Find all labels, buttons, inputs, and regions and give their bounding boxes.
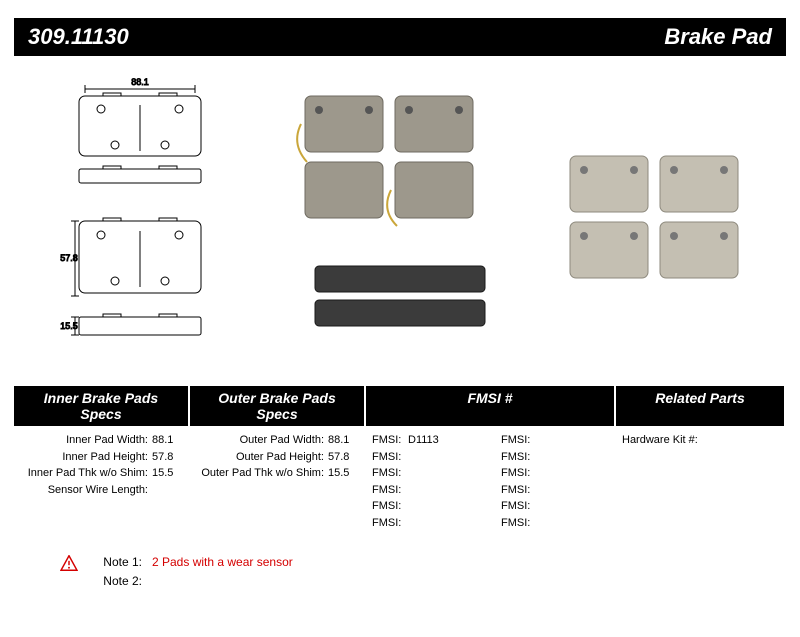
fmsi-label: FMSI: — [501, 449, 537, 466]
note1-text: 2 Pads with a wear sensor — [152, 553, 293, 572]
pad-photo-icon — [285, 76, 515, 366]
header-bar: 309.11130 Brake Pad — [14, 18, 786, 56]
spec-label: Outer Pad Height: — [196, 449, 328, 466]
pad-schematic-icon: 88.1 57.8 15.5 — [45, 71, 235, 371]
spec-label: Sensor Wire Length: — [20, 482, 152, 499]
page-title: Brake Pad — [664, 24, 772, 50]
fmsi-label: FMSI: — [501, 498, 537, 515]
fmsi-label: FMSI: — [372, 465, 408, 482]
spec-label: Outer Pad Thk w/o Shim: — [196, 465, 328, 482]
spec-label: Outer Pad Width: — [196, 432, 328, 449]
note2-label: Note 2: — [92, 572, 142, 591]
header-related: Related Parts — [616, 386, 784, 426]
part-number: 309.11130 — [28, 24, 129, 50]
warning-icon — [60, 555, 78, 571]
diagram-area: 88.1 57.8 15.5 — [0, 56, 800, 386]
fmsi-label: FMSI: — [372, 432, 408, 449]
spec-header-row: Inner Brake Pads Specs Outer Brake Pads … — [14, 386, 786, 426]
spec-value: 57.8 — [152, 449, 184, 466]
spec-value: 15.5 — [328, 465, 360, 482]
spec-value — [152, 482, 184, 499]
header-inner-specs: Inner Brake Pads Specs — [14, 386, 190, 426]
spec-value: 15.5 — [152, 465, 184, 482]
fmsi-label: FMSI: — [501, 482, 537, 499]
fmsi-list: FMSI:D1113 FMSI: FMSI: FMSI: FMSI: FMSI:… — [366, 430, 616, 533]
outer-specs: Outer Pad Width:88.1 Outer Pad Height:57… — [190, 430, 366, 533]
spec-value: 88.1 — [328, 432, 360, 449]
technical-drawing: 88.1 57.8 15.5 — [20, 66, 260, 376]
header-outer-specs: Outer Brake Pads Specs — [190, 386, 366, 426]
fmsi-label: FMSI: — [372, 482, 408, 499]
spec-value: 88.1 — [152, 432, 184, 449]
fmsi-label: FMSI: — [372, 449, 408, 466]
spec-value: 57.8 — [328, 449, 360, 466]
notes-section: Note 1: 2 Pads with a wear sensor Note 2… — [60, 553, 786, 591]
fmsi-label: FMSI: — [372, 498, 408, 515]
header-fmsi: FMSI # — [366, 386, 616, 426]
fmsi-label: FMSI: — [372, 515, 408, 532]
note1-label: Note 1: — [92, 553, 142, 572]
pad-photo-icon — [560, 146, 760, 296]
spec-label: Inner Pad Height: — [20, 449, 152, 466]
hardware-kit-label: Hardware Kit #: — [622, 432, 698, 449]
fmsi-label: FMSI: — [501, 432, 537, 449]
fmsi-label: FMSI: — [501, 465, 537, 482]
related-parts: Hardware Kit #: — [616, 430, 784, 533]
fmsi-label: FMSI: — [501, 515, 537, 532]
dim-width-text: 88.1 — [131, 77, 149, 87]
spec-label: Inner Pad Thk w/o Shim: — [20, 465, 152, 482]
spec-label: Inner Pad Width: — [20, 432, 152, 449]
inner-specs: Inner Pad Width:88.1 Inner Pad Height:57… — [14, 430, 190, 533]
spec-body-row: Inner Pad Width:88.1 Inner Pad Height:57… — [14, 426, 786, 533]
product-photo-2 — [540, 66, 780, 376]
fmsi-value: D1113 — [408, 434, 439, 446]
product-photo-1 — [280, 66, 520, 376]
